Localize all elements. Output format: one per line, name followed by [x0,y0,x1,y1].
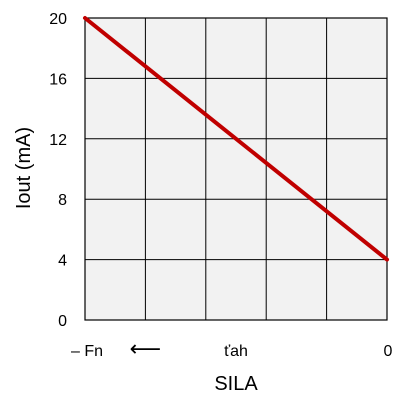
y-tick-label-0: 0 [58,313,67,330]
x-tick-label-0: – Fn [71,343,103,360]
y-tick-label-5: 20 [49,11,67,28]
y-tick-labels: 0 4 8 12 16 20 [49,11,67,330]
y-tick-label-4: 16 [49,71,67,88]
x-tick-labels: – Fn ⟵ ťah 0 [71,336,393,361]
x-tick-label-1: ⟵ [130,336,162,361]
plot-frame [84,17,388,321]
y-axis-title: Iout (mA) [13,127,35,209]
series-line-0 [83,16,389,262]
y-tick-label-2: 8 [58,192,67,209]
y-tick-label-3: 12 [49,132,67,149]
x-tick-label-2: ťah [224,343,248,360]
series-layer [83,16,389,262]
y-tick-label-1: 4 [58,253,67,270]
x-axis-title: SILA [214,373,258,395]
plot-area [85,18,387,320]
x-tick-label-3: 0 [384,343,393,360]
